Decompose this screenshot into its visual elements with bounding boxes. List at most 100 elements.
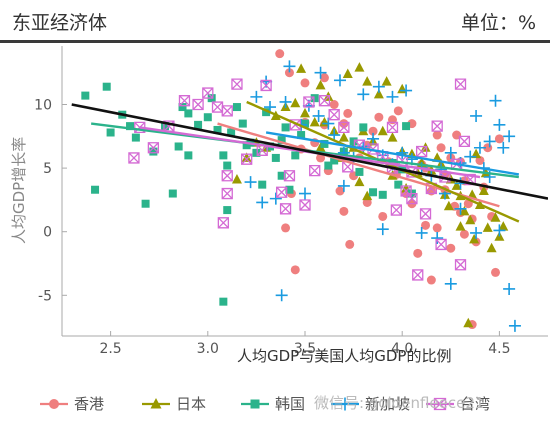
- data-point-square: [258, 180, 267, 189]
- data-points: [81, 49, 521, 332]
- data-point-plus: [396, 146, 409, 159]
- data-point-triangle: [459, 205, 470, 216]
- data-point-boxed-x: [221, 170, 233, 182]
- fit-lines: [71, 100, 548, 223]
- data-point-square: [281, 123, 290, 132]
- data-point-square: [301, 119, 309, 128]
- data-point-boxed-x: [221, 187, 233, 200]
- data-point-square: [161, 122, 170, 131]
- data-point-square: [297, 131, 306, 140]
- data-point-triangle: [231, 174, 242, 184]
- legend-label: 新加坡: [365, 395, 410, 413]
- data-point-square: [219, 151, 228, 160]
- data-point-circle: [343, 108, 353, 118]
- data-point-plus: [328, 129, 341, 142]
- data-point-plus: [503, 130, 516, 143]
- data-point-circle: [426, 275, 436, 285]
- y-tick-label: -5: [38, 288, 52, 304]
- data-point-circle: [345, 239, 355, 249]
- data-point-triangle: [443, 200, 454, 211]
- data-point-circle: [329, 100, 339, 110]
- data-point-boxed-x: [338, 121, 350, 134]
- data-point-circle: [494, 134, 504, 144]
- data-point-boxed-x: [318, 95, 331, 107]
- data-point-triangle: [315, 79, 326, 90]
- data-point-boxed-x: [435, 238, 447, 251]
- data-point-plus: [299, 187, 311, 200]
- data-point-triangle: [490, 212, 501, 222]
- legend-item: 新加坡: [331, 395, 410, 413]
- data-point-boxed-x: [328, 109, 340, 121]
- data-point-plus: [357, 88, 370, 101]
- data-point-square: [355, 167, 364, 176]
- data-point-circle: [491, 267, 501, 277]
- data-point-triangle: [354, 176, 365, 187]
- data-point-plus: [283, 60, 296, 73]
- legend-marker: [433, 397, 447, 411]
- data-point-triangle: [455, 221, 466, 231]
- x-ticks: 2.5 3.0 3.5 4.0 4.5: [99, 331, 511, 357]
- data-point-boxed-x: [390, 204, 403, 216]
- unit-label: 单位：%: [460, 12, 536, 34]
- data-point-square: [402, 122, 411, 131]
- legend-marker: [338, 397, 352, 411]
- data-point-triangle: [362, 190, 373, 201]
- data-point-boxed-x: [406, 192, 418, 205]
- data-point-square: [131, 133, 140, 142]
- data-point-boxed-x: [400, 185, 412, 197]
- data-point-boxed-x: [303, 96, 315, 108]
- data-point-square: [369, 188, 378, 197]
- data-point-boxed-x: [231, 78, 243, 90]
- y-axis-label: 人均GDP增长率: [10, 137, 28, 244]
- data-point-circle: [284, 68, 294, 78]
- data-point-boxed-x: [431, 120, 443, 132]
- legend-marker: [150, 398, 162, 409]
- data-point-square: [262, 108, 271, 117]
- data-point-plus: [372, 80, 385, 93]
- data-point-boxed-x: [221, 105, 233, 117]
- data-point-boxed-x: [458, 135, 471, 148]
- data-point-circle: [413, 248, 423, 258]
- data-point-circle: [275, 49, 285, 59]
- header-rule: [0, 40, 550, 43]
- data-point-square: [174, 142, 183, 151]
- data-point-square: [81, 91, 90, 100]
- legend-marker: [250, 399, 260, 409]
- data-point-triangle: [451, 180, 462, 190]
- data-point-square: [178, 103, 187, 112]
- data-point-plus: [333, 74, 346, 87]
- legend: 香港 日本 韩国 新加坡 台湾: [40, 395, 490, 413]
- data-point-circle: [319, 73, 329, 83]
- data-point-circle: [300, 78, 310, 88]
- data-point-square: [219, 297, 228, 306]
- data-point-square: [106, 128, 115, 137]
- data-point-circle: [446, 243, 456, 253]
- x-axis-label: 人均GDP与美国人均GDP的比例: [237, 347, 451, 365]
- data-point-boxed-x: [454, 78, 467, 90]
- data-point-boxed-x: [419, 208, 432, 220]
- data-point-plus: [250, 90, 263, 103]
- legend-label: 台湾: [460, 395, 490, 413]
- data-point-plus: [275, 289, 288, 302]
- data-point-triangle: [486, 242, 497, 253]
- data-point-plus: [269, 192, 282, 205]
- y-tick-label: 5: [43, 161, 52, 177]
- data-point-boxed-x: [386, 121, 399, 134]
- y-ticks: 10 5 0 -5: [34, 98, 67, 304]
- data-point-boxed-x: [279, 203, 292, 215]
- data-point-triangle: [309, 116, 320, 127]
- data-point-plus: [454, 202, 467, 215]
- x-tick-label: 4.5: [488, 341, 510, 357]
- data-point-square: [126, 122, 135, 131]
- data-point-square: [285, 185, 294, 194]
- legend-label: 韩国: [275, 395, 305, 413]
- data-point-boxed-x: [128, 152, 140, 164]
- data-point-square: [227, 128, 236, 137]
- data-point-plus: [337, 179, 350, 192]
- data-point-plus: [489, 94, 502, 107]
- data-point-plus: [279, 95, 292, 108]
- data-point-boxed-x: [412, 269, 424, 281]
- data-point-square: [184, 151, 193, 160]
- data-point-triangle: [471, 148, 482, 159]
